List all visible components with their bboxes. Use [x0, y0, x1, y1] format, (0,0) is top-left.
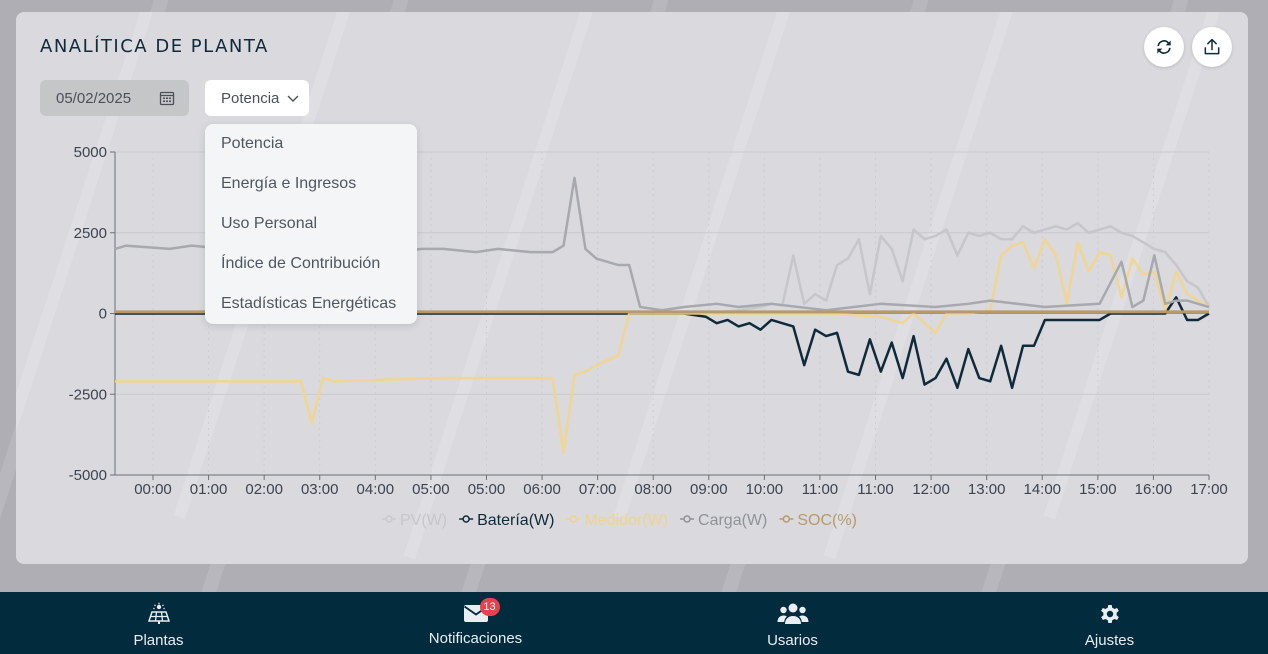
legend-marker-4 [782, 515, 791, 523]
date-value: 05/02/2025 [56, 89, 132, 107]
dropdown-option-potencia[interactable]: Potencia [221, 135, 284, 152]
x-tick-label: 13:00 [968, 481, 1006, 498]
date-picker[interactable]: 05/02/2025 [40, 80, 189, 116]
x-tick-label: 15:00 [1079, 481, 1117, 498]
y-tick-label: -5000 [69, 467, 107, 484]
gear-icon [1100, 605, 1119, 623]
x-tick-label: 07:00 [579, 481, 617, 498]
y-tick-label: 0 [99, 306, 107, 323]
legend-label-3: Carga(W) [698, 512, 767, 529]
metric-dropdown-menu: Potencia Energía e Ingresos Uso Personal… [205, 124, 417, 324]
refresh-button[interactable] [1144, 27, 1184, 67]
x-tick-label: 04:00 [357, 481, 395, 498]
nav-label-plantas: Plantas [133, 632, 184, 649]
x-tick-label: 00:00 [134, 481, 172, 498]
x-tick-label: 14:00 [1023, 481, 1061, 498]
nav-item-plantas[interactable]: Plantas [0, 592, 317, 654]
series-line-1 [115, 296, 1210, 390]
legend-marker-3 [683, 515, 691, 523]
nav-label-usarios: Usarios [767, 632, 818, 649]
x-tick-label: 10:00 [746, 481, 784, 498]
legend-marker-2 [569, 515, 578, 523]
metric-select[interactable]: Potencia [205, 80, 309, 116]
series-line-0 [115, 221, 1211, 315]
x-tick-label: 02:00 [245, 481, 283, 498]
power-chart: 5000 2500 0 -2500 -5000 00:00 01:00 02:00 03:00 0… [69, 144, 1228, 529]
x-tick-label: 08:00 [634, 481, 672, 498]
refresh-icon [1157, 40, 1171, 54]
x-tick-label: 17:00 [1190, 481, 1228, 498]
x-tick-label: 05:00 [412, 481, 450, 498]
page-title: ANALÍTICA DE PLANTA [40, 36, 269, 57]
nav-item-notificaciones[interactable]: 13 Notificaciones [317, 592, 634, 654]
dropdown-option-indice-contribucion[interactable]: Índice de Contribución [221, 255, 381, 272]
dropdown-option-energia-ingresos[interactable]: Energía e Ingresos [221, 175, 357, 192]
x-tick-label: 12:00 [912, 481, 950, 498]
legend-label-1: Batería(W) [477, 512, 554, 529]
y-tick-label: 2500 [74, 225, 107, 242]
share-icon [1204, 38, 1220, 55]
notification-badge: 13 [479, 598, 500, 616]
solar-panel-icon [147, 602, 170, 624]
calendar-icon[interactable] [159, 90, 175, 106]
x-tick-label: 03:00 [301, 481, 339, 498]
nav-item-ajustes[interactable]: Ajustes [951, 592, 1268, 654]
dropdown-option-estadisticas-energeticas[interactable]: Estadísticas Energéticas [221, 295, 397, 312]
y-tick-label: -2500 [69, 386, 107, 403]
analytics-card: ANALÍTICA DE PLANTA 05/02/2025 Potencia [16, 12, 1248, 564]
x-tick-label: 06:00 [523, 481, 561, 498]
y-tick-label: 5000 [74, 144, 107, 161]
legend-label-0: PV(W) [400, 512, 447, 529]
chevron-down-icon [287, 95, 299, 102]
x-tick-label: 09:00 [690, 481, 728, 498]
x-tick-label: 11:00 [802, 481, 838, 498]
legend-marker-1 [462, 515, 470, 523]
x-tick-label: 05:00 [468, 481, 506, 498]
share-button[interactable] [1192, 27, 1232, 67]
legend-marker-0 [385, 515, 393, 523]
x-tick-label: 16:00 [1135, 481, 1173, 498]
nav-label-notificaciones: Notificaciones [428, 630, 523, 647]
nav-label-ajustes: Ajustes [1084, 632, 1135, 649]
x-tick-label: 11:00 [857, 481, 893, 498]
users-icon [777, 603, 808, 624]
x-tick-label: 01:00 [190, 481, 228, 498]
legend-label-4: SOC(%) [797, 512, 857, 529]
nav-item-usarios[interactable]: Usarios [634, 592, 951, 654]
bottom-navbar: Plantas 13 Notificaciones Usarios Ajuste… [0, 592, 1268, 654]
legend-label-2: Medidor(W) [584, 512, 668, 529]
series-line-2 [115, 237, 1210, 454]
dropdown-option-uso-personal[interactable]: Uso Personal [221, 215, 318, 232]
metric-select-value: Potencia [221, 89, 280, 107]
